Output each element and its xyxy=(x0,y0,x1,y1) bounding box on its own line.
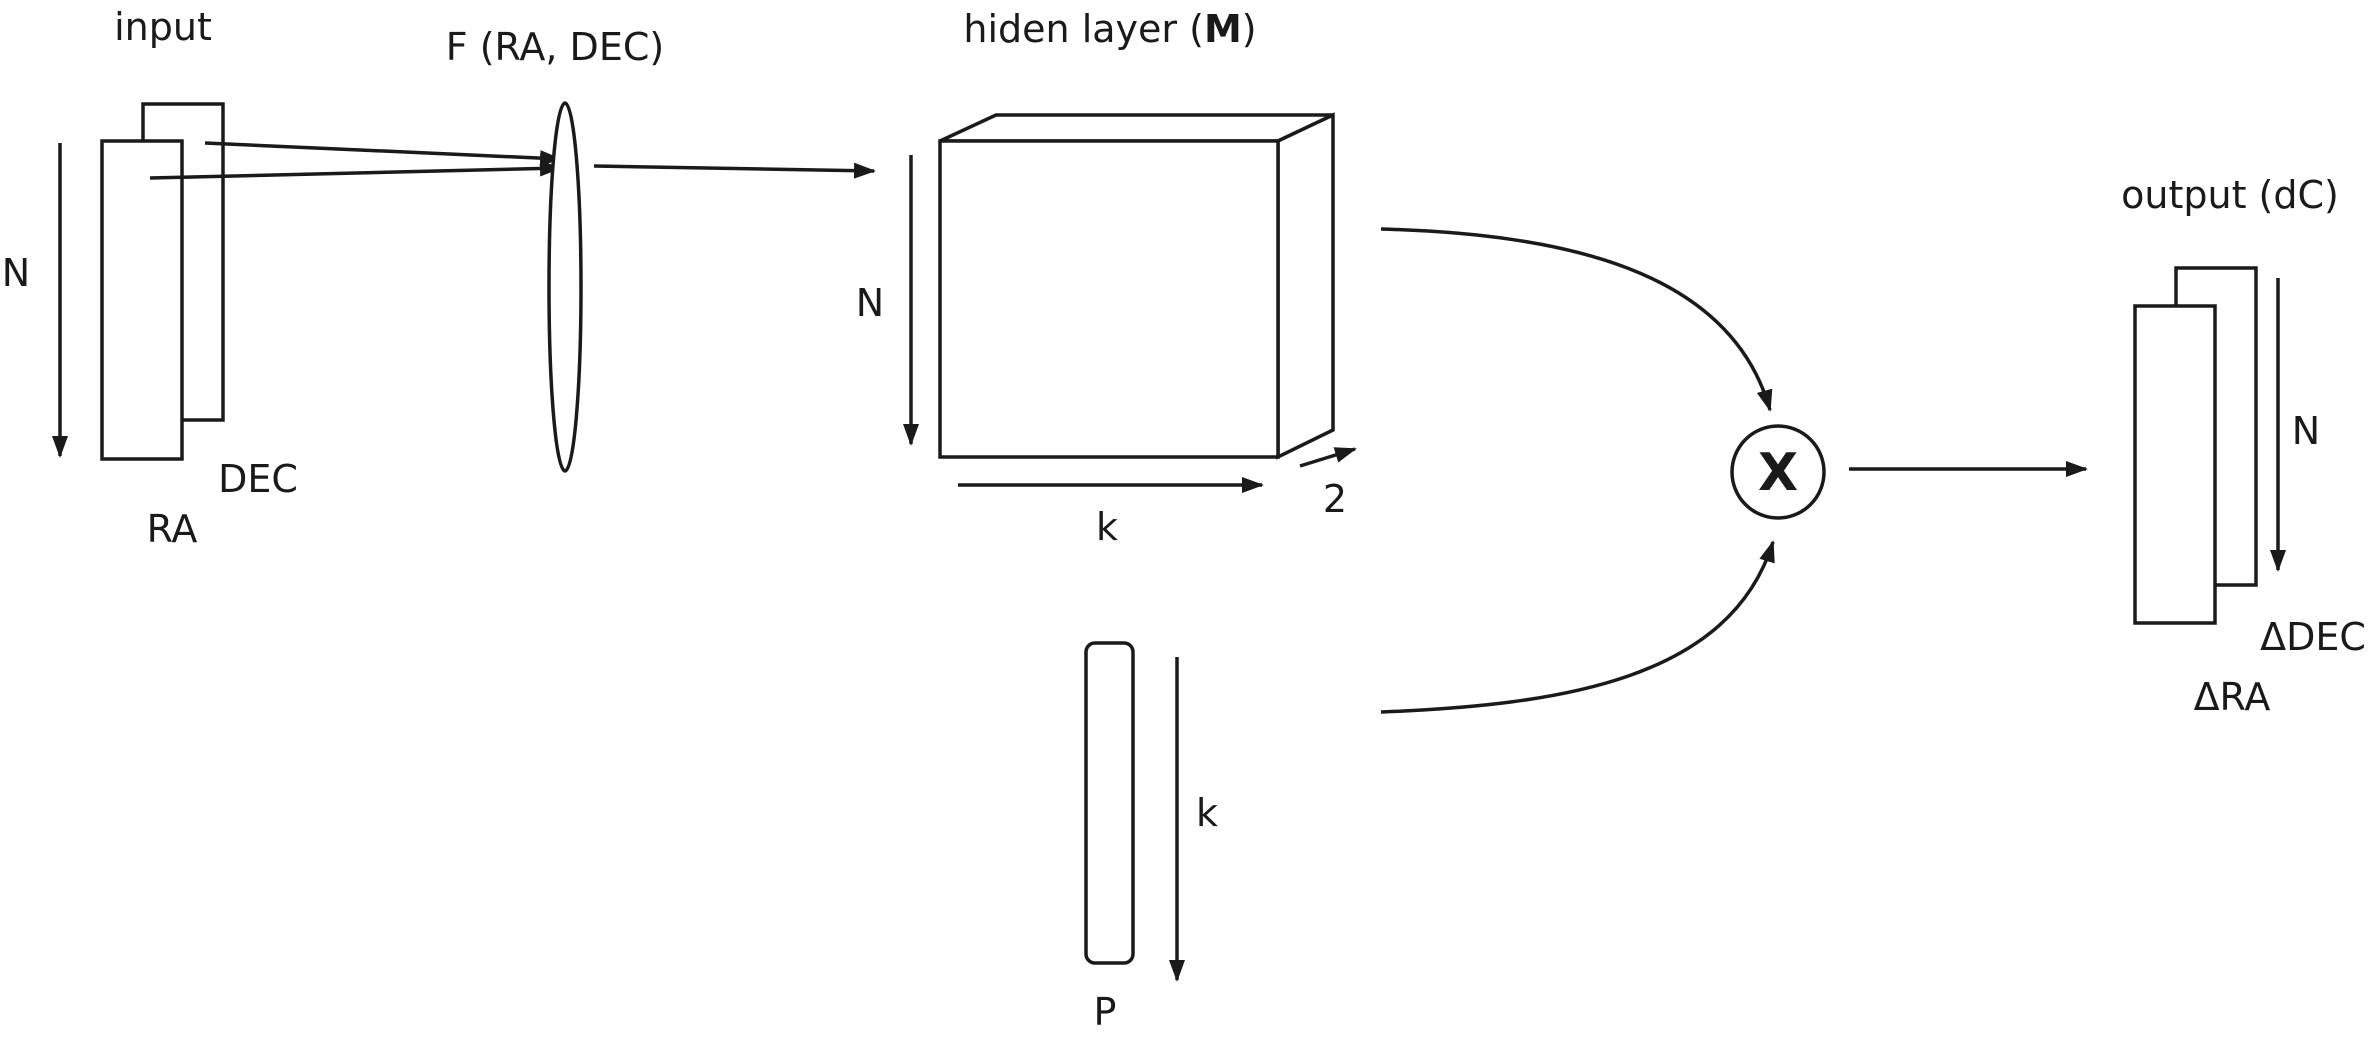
input-block: input N DEC RA xyxy=(2,5,298,551)
hidden-depth-label: 2 xyxy=(1323,477,1347,521)
output-dra-column xyxy=(2133,304,2217,625)
function-block: F (RA, DEC) xyxy=(446,25,664,473)
hidden-k-label: k xyxy=(1096,505,1118,549)
dec-to-f-arrow xyxy=(204,141,562,167)
output-ddec-label: ΔDEC xyxy=(2260,615,2366,659)
output-dra-label: ΔRA xyxy=(2194,675,2271,719)
multiply-circle xyxy=(1730,424,1826,520)
input-ra-column xyxy=(100,139,184,461)
vector-p-label: P xyxy=(1094,990,1117,1034)
output-block: output (dC) N ΔDEC ΔRA xyxy=(2121,173,2366,719)
output-n-label: N xyxy=(2292,409,2320,453)
hidden-layer-block: hiden layer (M) N k 2 xyxy=(856,7,1357,549)
vector-to-multiply-curve xyxy=(1380,540,1775,714)
hidden-cube-top xyxy=(939,113,1334,143)
hidden-to-multiply-curve xyxy=(1380,227,1773,412)
hidden-cube-front xyxy=(938,139,1280,459)
input-n-label: N xyxy=(2,251,30,295)
vector-k-label: k xyxy=(1196,791,1218,835)
output-title: output (dC) xyxy=(2121,173,2339,217)
hidden-cube-side xyxy=(1276,112,1335,460)
multiply-operator: X xyxy=(1730,424,1826,520)
hidden-title: hiden layer (M) xyxy=(963,7,1256,51)
f-to-hidden-arrow xyxy=(593,162,876,179)
function-label: F (RA, DEC) xyxy=(446,25,664,69)
vector-p-column xyxy=(1084,641,1135,965)
input-ra-label: RA xyxy=(147,507,198,551)
input-dec-label: DEC xyxy=(218,457,298,501)
function-lens xyxy=(547,101,583,473)
hidden-n-label: N xyxy=(856,281,884,325)
input-title: input xyxy=(114,5,212,49)
ra-to-f-arrow xyxy=(149,160,562,180)
vector-p-block: k P xyxy=(1084,641,1218,1034)
multiply-symbol: X xyxy=(1758,443,1798,503)
hidden-depth-arrow xyxy=(1299,447,1357,468)
